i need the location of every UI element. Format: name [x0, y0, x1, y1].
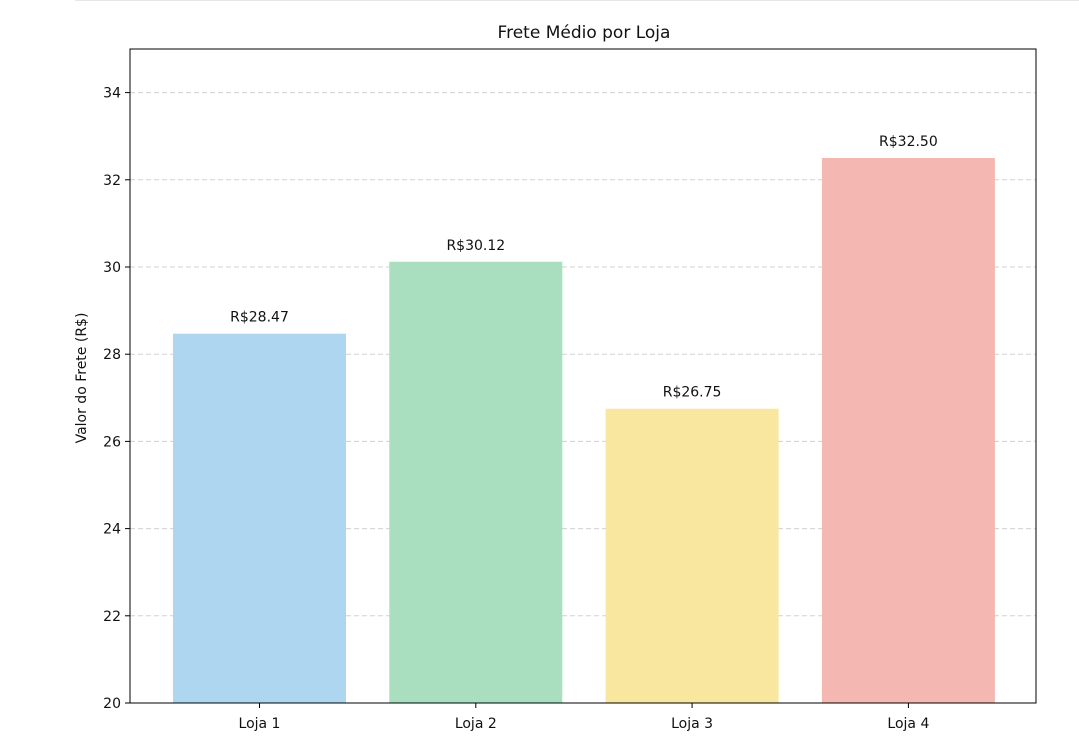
bar — [821, 158, 995, 703]
x-axis-ticks: Loja 1 Loja 2 Loja 3 Loja 4 — [239, 703, 929, 732]
y-tick-label: 24 — [103, 522, 121, 538]
data-labels: R$28.47 R$30.12 R$26.75 R$32.50 — [230, 134, 938, 401]
data-label: R$32.50 — [879, 134, 938, 150]
cell-top-rule — [75, 0, 1079, 1]
y-tick-label: 20 — [103, 696, 121, 712]
x-tick-label: Loja 4 — [887, 716, 929, 732]
y-tick-label: 34 — [103, 86, 121, 102]
bar — [389, 261, 563, 703]
bar — [173, 333, 346, 703]
y-tick-label: 32 — [103, 173, 121, 189]
data-label: R$28.47 — [230, 310, 289, 326]
plot-frame — [129, 48, 1037, 704]
y-tick-label: 28 — [103, 347, 121, 363]
y-axis-label: Valor do Frete (R$) — [74, 313, 90, 444]
data-label: R$30.12 — [446, 238, 505, 254]
y-tick-label: 30 — [103, 260, 121, 276]
chart-title: Frete Médio por Loja — [498, 23, 671, 43]
data-label: R$26.75 — [663, 385, 722, 401]
x-tick-label: Loja 2 — [455, 716, 497, 732]
bar — [605, 408, 779, 703]
y-axis-ticks: 20 22 24 26 28 30 32 34 — [103, 86, 130, 712]
y-tick-label: 22 — [103, 609, 121, 625]
bars — [173, 158, 995, 703]
x-tick-label: Loja 1 — [239, 716, 281, 732]
x-tick-label: Loja 3 — [671, 716, 713, 732]
y-tick-label: 26 — [103, 434, 121, 450]
